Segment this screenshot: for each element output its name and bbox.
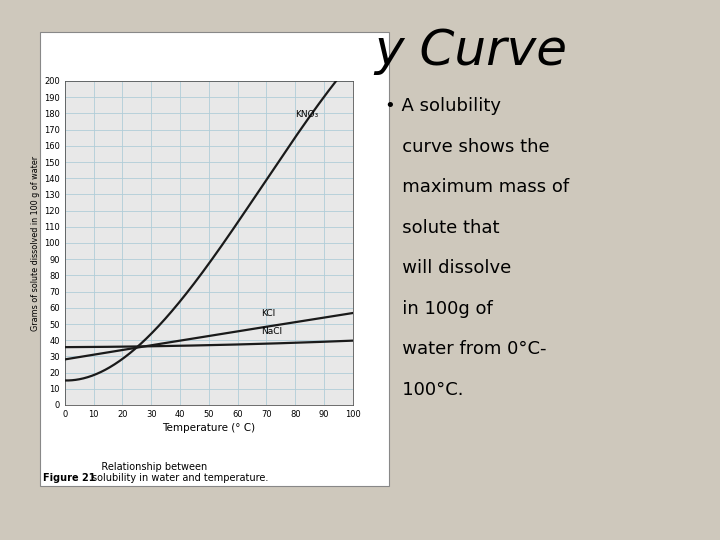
- Text: maximum mass of: maximum mass of: [385, 178, 570, 196]
- Text: solute that: solute that: [385, 219, 500, 237]
- Text: Figure 21: Figure 21: [43, 473, 96, 483]
- Text: 100°C.: 100°C.: [385, 381, 464, 399]
- Text: NaCl: NaCl: [261, 327, 282, 336]
- Y-axis label: Grams of solute dissolved in 100 g of water: Grams of solute dissolved in 100 g of wa…: [31, 156, 40, 330]
- Text: Relationship between
solubility in water and temperature.: Relationship between solubility in water…: [92, 462, 269, 483]
- Text: y Curve: y Curve: [374, 27, 567, 75]
- Text: KCl: KCl: [261, 309, 275, 318]
- Text: in 100g of: in 100g of: [385, 300, 493, 318]
- X-axis label: Temperature (° C): Temperature (° C): [162, 423, 256, 433]
- Text: KNO₃: KNO₃: [295, 110, 318, 119]
- Text: will dissolve: will dissolve: [385, 259, 511, 277]
- Text: • A solubility: • A solubility: [385, 97, 501, 115]
- Text: water from 0°C-: water from 0°C-: [385, 340, 546, 358]
- Text: curve shows the: curve shows the: [385, 138, 550, 156]
